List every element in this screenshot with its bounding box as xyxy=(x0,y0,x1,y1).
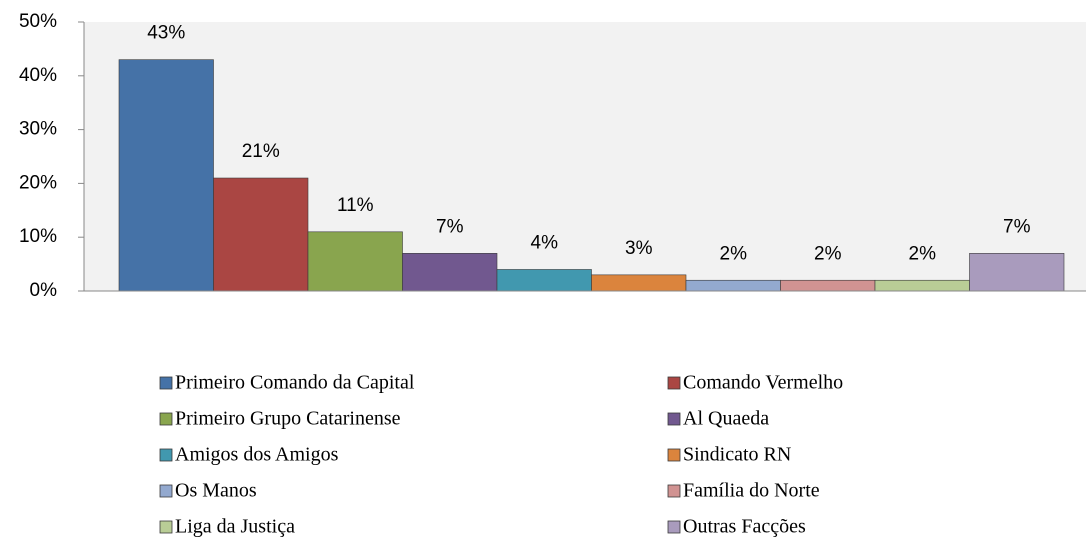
legend-label: Os Manos xyxy=(175,480,257,502)
legend-label: Outras Facções xyxy=(683,516,806,538)
legend-swatch xyxy=(159,412,173,426)
data-label: 4% xyxy=(531,232,559,253)
legend-label: Comando Vermelho xyxy=(683,372,843,394)
y-tick-label: 20% xyxy=(19,172,57,193)
legend-label: Al Quaeda xyxy=(683,408,769,430)
y-tick-label: 0% xyxy=(30,280,58,301)
y-tick-label: 40% xyxy=(19,65,57,86)
legend-swatch xyxy=(159,376,173,390)
bar xyxy=(780,279,876,292)
bar xyxy=(591,274,687,292)
data-label: 2% xyxy=(720,243,748,264)
data-label: 43% xyxy=(147,23,185,44)
legend-label: Família do Norte xyxy=(683,480,820,502)
bar xyxy=(307,231,403,292)
y-tick-label: 30% xyxy=(19,119,57,140)
data-label: 2% xyxy=(814,243,842,264)
y-tick-label: 10% xyxy=(19,226,57,247)
y-tick-label: 50% xyxy=(19,11,57,32)
legend-swatch xyxy=(159,520,173,534)
data-label: 2% xyxy=(909,243,937,264)
bar xyxy=(874,279,970,292)
legend-swatch xyxy=(667,520,681,534)
bar xyxy=(402,253,498,292)
legend-label: Primeiro Comando da Capital xyxy=(175,372,415,394)
legend-swatch xyxy=(667,376,681,390)
legend-swatch xyxy=(667,484,681,498)
bar xyxy=(496,269,592,292)
data-label: 11% xyxy=(337,195,374,216)
data-label: 7% xyxy=(436,216,464,237)
data-label: 3% xyxy=(625,238,653,259)
bar xyxy=(969,253,1065,292)
legend-label: Liga da Justiça xyxy=(175,516,295,538)
legend-swatch xyxy=(159,448,173,462)
legend-label: Primeiro Grupo Catarinense xyxy=(175,408,401,430)
bar xyxy=(213,177,309,292)
bar xyxy=(685,279,781,292)
legend-label: Amigos dos Amigos xyxy=(175,444,339,466)
legend-label: Sindicato RN xyxy=(683,444,791,466)
legend-swatch xyxy=(667,448,681,462)
legend-swatch xyxy=(159,484,173,498)
data-label: 21% xyxy=(242,141,280,162)
legend-swatch xyxy=(667,412,681,426)
bar xyxy=(118,59,214,292)
data-label: 7% xyxy=(1003,216,1031,237)
